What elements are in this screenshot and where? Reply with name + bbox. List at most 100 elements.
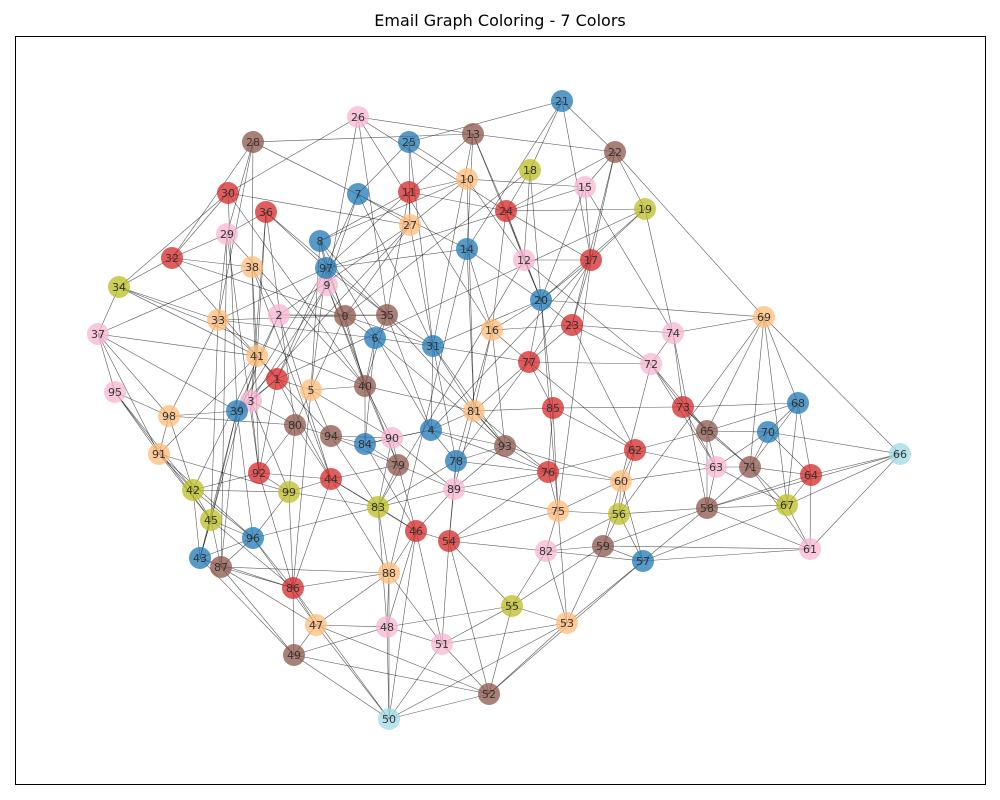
node-marker <box>354 433 376 455</box>
node-label: 13 <box>466 128 480 141</box>
graph-node-49: 49 <box>283 644 305 666</box>
graph-node-34: 34 <box>108 276 130 298</box>
graph-edge-28-13 <box>252 133 474 143</box>
graph-node-2: 2 <box>268 304 290 326</box>
graph-node-8: 8 <box>309 230 331 252</box>
graph-edge-23-72 <box>571 324 652 365</box>
graph-edge-33-45 <box>210 319 219 521</box>
node-label: 10 <box>460 173 474 186</box>
graph-edge-88-47 <box>315 572 390 626</box>
graph-edge-0-31 <box>344 315 434 347</box>
graph-edge-37-98 <box>97 333 170 417</box>
node-label: 81 <box>467 405 481 418</box>
graph-edge-7-31 <box>357 193 434 347</box>
graph-edge-80-99 <box>288 424 296 493</box>
graph-edge-49-50 <box>293 654 390 720</box>
graph-node-19: 19 <box>634 198 656 220</box>
graph-node-69: 69 <box>753 306 775 328</box>
graph-edge-85-75 <box>552 407 559 512</box>
graph-edge-65-62 <box>634 430 708 451</box>
graph-edge-99-86 <box>288 491 294 589</box>
graph-edge-30-40 <box>227 192 366 387</box>
graph-edge-26-9 <box>326 116 359 286</box>
graph-edge-54-55 <box>448 540 513 607</box>
node-marker <box>207 309 229 331</box>
graph-node-86: 86 <box>282 577 304 599</box>
node-marker <box>398 181 420 203</box>
graph-node-39: 39 <box>226 400 248 422</box>
graph-node-87: 87 <box>210 556 232 578</box>
graph-edge-58-67 <box>706 504 788 509</box>
graph-edge-42-96 <box>192 489 254 539</box>
graph-edge-87-86 <box>220 566 294 589</box>
node-marker <box>364 327 386 349</box>
graph-edge-29-87 <box>220 233 228 568</box>
graph-node-82: 82 <box>535 540 557 562</box>
graph-edge-57-61 <box>642 548 811 562</box>
graph-edge-85-73 <box>552 406 684 409</box>
graph-edge-31-4 <box>430 345 434 431</box>
node-label: 40 <box>358 380 372 393</box>
node-label: 61 <box>803 543 817 556</box>
graph-edge-19-1 <box>276 208 646 380</box>
node-label: 48 <box>380 621 394 634</box>
graph-node-6: 6 <box>364 327 386 349</box>
graph-node-22: 22 <box>604 141 626 163</box>
node-marker <box>481 319 503 341</box>
graph-node-7: 7 <box>347 183 369 205</box>
graph-edge-86-49 <box>292 587 295 656</box>
node-marker <box>399 214 421 236</box>
node-marker <box>398 131 420 153</box>
graph-edge-76-54 <box>448 471 549 542</box>
graph-edge-90-83 <box>377 437 393 508</box>
graph-edge-35-4 <box>386 314 432 431</box>
graph-edge-27-0 <box>344 224 411 317</box>
graph-edge-79-44 <box>330 464 399 480</box>
graph-edge-56-58 <box>618 507 708 515</box>
graph-edge-34-41 <box>118 286 258 357</box>
graph-edge-88-51 <box>388 572 443 645</box>
node-label: 45 <box>204 514 218 527</box>
node-label: 58 <box>700 502 714 515</box>
node-label: 88 <box>382 567 396 580</box>
graph-edge-29-92 <box>226 233 260 474</box>
node-label: 46 <box>409 525 423 538</box>
graph-node-5: 5 <box>300 379 322 401</box>
node-marker <box>405 520 427 542</box>
graph-edge-75-54 <box>448 510 559 542</box>
node-marker <box>551 90 573 112</box>
graph-edge-47-48 <box>315 624 388 628</box>
graph-edge-8-35 <box>319 240 388 316</box>
graph-edge-3-92 <box>250 400 260 474</box>
graph-edge-28-29 <box>226 141 254 235</box>
graph-edge-32-41 <box>171 257 258 357</box>
graph-node-72: 72 <box>640 353 662 375</box>
node-label: 87 <box>214 561 228 574</box>
graph-edge-10-12 <box>466 178 525 261</box>
node-marker <box>248 462 270 484</box>
graph-node-48: 48 <box>376 616 398 638</box>
graph-node-66: 66 <box>889 443 911 465</box>
node-marker <box>530 289 552 311</box>
node-marker <box>542 397 564 419</box>
node-label: 6 <box>372 332 379 345</box>
node-marker <box>309 230 331 252</box>
node-label: 15 <box>578 181 592 194</box>
graph-edge-42-99 <box>192 489 290 493</box>
graph-node-79: 79 <box>387 454 409 476</box>
graph-node-36: 36 <box>255 201 277 223</box>
node-marker <box>561 314 583 336</box>
node-marker <box>463 400 485 422</box>
node-marker <box>242 527 264 549</box>
graph-edge-82-57 <box>545 550 644 562</box>
graph-edge-26-13 <box>357 116 474 135</box>
node-marker <box>305 614 327 636</box>
graph-node-23: 23 <box>561 314 583 336</box>
node-label: 91 <box>152 448 166 461</box>
graph-edge-66-67 <box>786 453 901 506</box>
node-label: 94 <box>324 430 338 443</box>
graph-edge-77-78 <box>455 361 530 462</box>
node-marker <box>889 443 911 465</box>
graph-node-68: 68 <box>787 392 809 414</box>
graph-edge-33-98 <box>168 319 219 417</box>
